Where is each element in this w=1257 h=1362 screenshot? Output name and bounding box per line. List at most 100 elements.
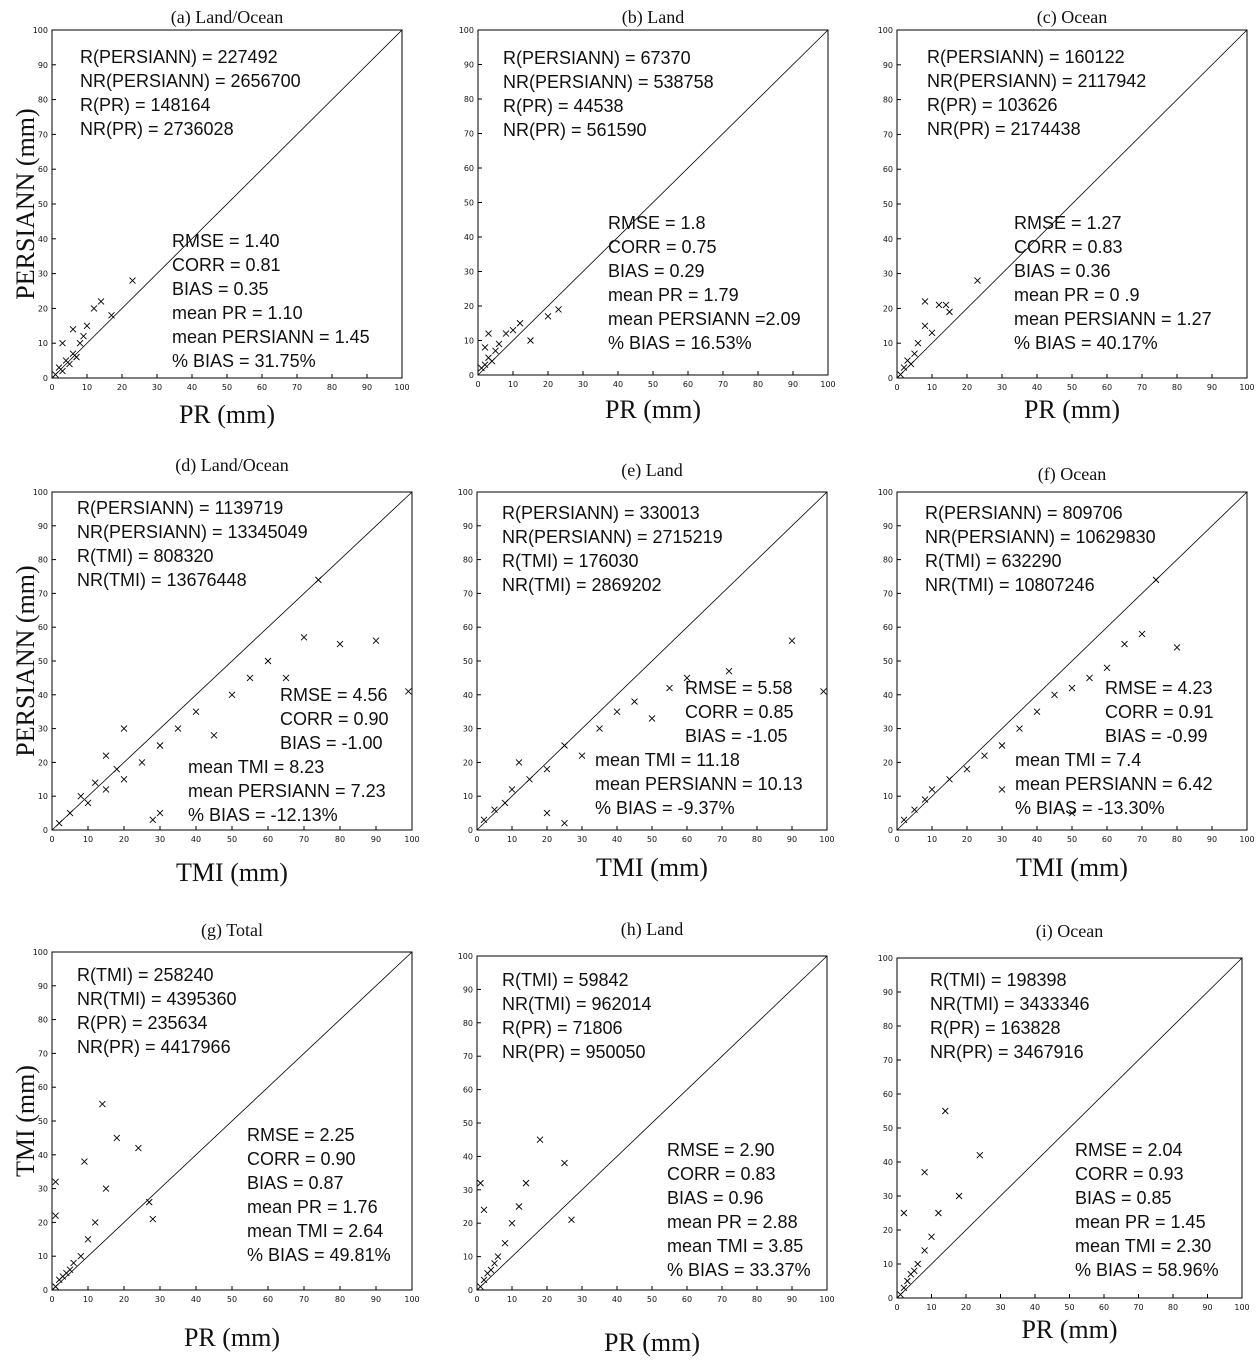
- x-tick-label: 20: [543, 380, 553, 389]
- x-axis-label: PR (mm): [1021, 1315, 1117, 1344]
- x-tick-label: 30: [577, 1295, 587, 1304]
- annotation: RMSE = 4.23: [1105, 678, 1213, 698]
- y-tick-label: 20: [463, 1219, 473, 1228]
- y-tick-label: 70: [883, 589, 893, 598]
- x-tick-label: 10: [83, 1295, 93, 1304]
- x-tick-label: 60: [682, 1295, 692, 1304]
- point: [1016, 725, 1023, 732]
- x-tick-label: 10: [507, 1295, 517, 1304]
- y-tick-label: 0: [468, 1286, 473, 1295]
- x-tick-label: 100: [819, 1295, 834, 1304]
- y-tick-label: 60: [463, 1086, 473, 1095]
- y-tick-label: 40: [883, 691, 893, 700]
- y-tick-label: 40: [463, 1152, 473, 1161]
- panel-title: (h) Land: [621, 919, 683, 940]
- annotation: NR(PERSIANN) = 10629830: [925, 527, 1156, 547]
- annotation: NR(PR) = 561590: [503, 120, 647, 140]
- y-tick-label: 0: [43, 1286, 48, 1295]
- y-tick-label: 0: [469, 371, 474, 380]
- point: [955, 1192, 963, 1200]
- point: [97, 298, 105, 305]
- x-tick-label: 30: [155, 1295, 165, 1304]
- x-axis-label: PR (mm): [605, 395, 701, 424]
- y-tick-label: 50: [883, 1124, 893, 1133]
- point: [59, 339, 66, 347]
- y-tick-label: 100: [878, 954, 893, 963]
- point: [55, 819, 63, 827]
- annotation: mean PR = 2.88: [667, 1212, 798, 1232]
- y-tick-label: 20: [38, 304, 48, 313]
- annotation: mean PR = 1.45: [1075, 1212, 1206, 1232]
- y-tick-label: 60: [38, 623, 48, 632]
- annotation: NR(TMI) = 3433346: [930, 994, 1090, 1014]
- point: [613, 708, 621, 716]
- x-tick-label: 0: [474, 835, 479, 844]
- x-tick-label: 10: [508, 380, 518, 389]
- y-tick-label: 10: [38, 792, 48, 801]
- point: [282, 674, 290, 682]
- point: [544, 313, 552, 320]
- annotation: mean TMI = 11.18: [595, 750, 740, 770]
- y-tick-label: 70: [883, 1056, 893, 1065]
- point: [911, 806, 918, 814]
- x-tick-label: 10: [83, 835, 93, 844]
- x-tick-label: 100: [1234, 1303, 1249, 1312]
- x-tick-label: 70: [1137, 835, 1147, 844]
- annotation: NR(PR) = 950050: [502, 1042, 646, 1062]
- point: [666, 684, 673, 692]
- y-tick-label: 20: [883, 304, 893, 313]
- x-tick-label: 60: [1102, 835, 1112, 844]
- x-tick-label: 90: [787, 1295, 797, 1304]
- point: [935, 1209, 942, 1217]
- y-tick-label: 40: [463, 691, 473, 700]
- point: [501, 1239, 509, 1247]
- x-tick-label: 70: [717, 1295, 727, 1304]
- y-tick-label: 30: [38, 725, 48, 734]
- y-tick-label: 70: [463, 1052, 473, 1061]
- x-tick-label: 50: [1067, 383, 1077, 392]
- annotation: % BIAS = 58.96%: [1075, 1260, 1219, 1280]
- x-tick-label: 80: [1172, 835, 1182, 844]
- x-tick-label: 90: [371, 835, 381, 844]
- point: [156, 809, 164, 817]
- y-tick-label: 40: [38, 235, 48, 244]
- point: [487, 1266, 495, 1274]
- point: [228, 691, 236, 699]
- y-tick-label: 80: [38, 556, 48, 565]
- y-tick-label: 20: [464, 302, 474, 311]
- annotation: mean PERSIANN = 1.45: [172, 327, 370, 347]
- x-tick-label: 40: [187, 383, 197, 392]
- identity-line: [896, 29, 1248, 379]
- y-tick-label: 80: [883, 1022, 893, 1031]
- annotation: BIAS = 0.96: [667, 1188, 764, 1208]
- annotation: R(PERSIANN) = 67370: [503, 48, 691, 68]
- annotation: NR(TMI) = 10807246: [925, 575, 1095, 595]
- point: [90, 305, 98, 312]
- panel-title: (a) Land/Ocean: [171, 7, 283, 28]
- panel-title: (i) Ocean: [1036, 921, 1103, 942]
- x-tick-label: 90: [362, 383, 372, 392]
- x-tick-label: 10: [82, 383, 92, 392]
- point: [515, 1203, 523, 1210]
- annotation: RMSE = 2.90: [667, 1140, 775, 1160]
- annotation: R(PR) = 44538: [503, 96, 624, 116]
- point: [77, 1252, 85, 1260]
- annotation: NR(TMI) = 13676448: [77, 570, 247, 590]
- y-tick-label: 100: [33, 948, 48, 957]
- y-tick-label: 60: [883, 623, 893, 632]
- y-tick-label: 20: [883, 758, 893, 767]
- point: [91, 1219, 99, 1226]
- annotation: mean TMI = 8.23: [188, 757, 324, 777]
- annotation: BIAS = 0.35: [172, 279, 269, 299]
- point: [578, 752, 586, 759]
- x-tick-label: 70: [299, 1295, 309, 1304]
- x-tick-label: 90: [788, 380, 798, 389]
- point: [336, 640, 344, 648]
- x-axis-label: PR (mm): [184, 1323, 280, 1352]
- y-tick-label: 90: [38, 982, 48, 991]
- point: [981, 752, 988, 759]
- x-tick-label: 50: [647, 1295, 657, 1304]
- y-tick-label: 10: [38, 1252, 48, 1261]
- y-tick-label: 0: [43, 826, 48, 835]
- point: [83, 322, 91, 330]
